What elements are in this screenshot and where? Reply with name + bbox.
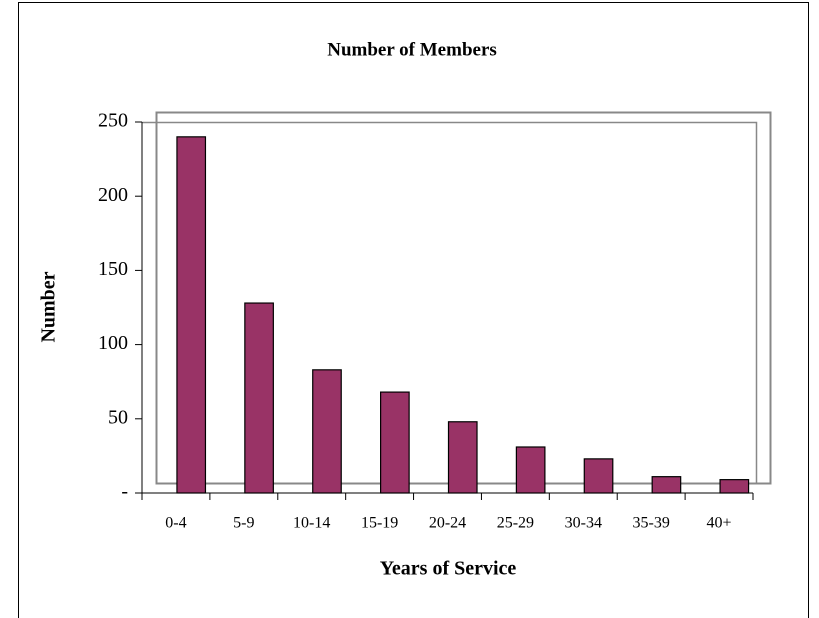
bar — [176, 136, 207, 494]
y-tick-label: 150 — [98, 258, 128, 280]
plot-area-inner-border — [142, 121, 758, 483]
y-tick-label: - — [121, 481, 128, 503]
bar — [380, 391, 410, 494]
y-tick-label: 200 — [98, 184, 128, 206]
x-tick-label: 35-39 — [633, 515, 670, 532]
bar — [312, 369, 342, 494]
chart-border — [18, 2, 809, 618]
y-tick-label: 100 — [98, 332, 128, 354]
x-tick-label: 30-34 — [565, 515, 602, 532]
x-tick-label: 0-4 — [165, 515, 186, 532]
bar — [651, 476, 682, 494]
chart-title: Number of Members — [327, 39, 497, 60]
y-tick-label: 250 — [98, 110, 128, 132]
bar — [244, 302, 274, 494]
x-axis-label: Years of Service — [380, 558, 517, 580]
bar — [447, 421, 478, 494]
bar — [515, 446, 546, 494]
x-tick-label: 5-9 — [233, 515, 254, 532]
y-tick-label: 50 — [108, 406, 128, 428]
x-tick-label: 10-14 — [293, 515, 330, 532]
x-tick-label: 25-29 — [497, 515, 534, 532]
x-tick-label: 20-24 — [429, 515, 466, 532]
y-axis-label: Number — [38, 271, 60, 342]
bar — [719, 479, 750, 494]
x-tick-label: 40+ — [707, 515, 732, 532]
bar — [583, 458, 614, 494]
x-tick-label: 15-19 — [361, 515, 398, 532]
